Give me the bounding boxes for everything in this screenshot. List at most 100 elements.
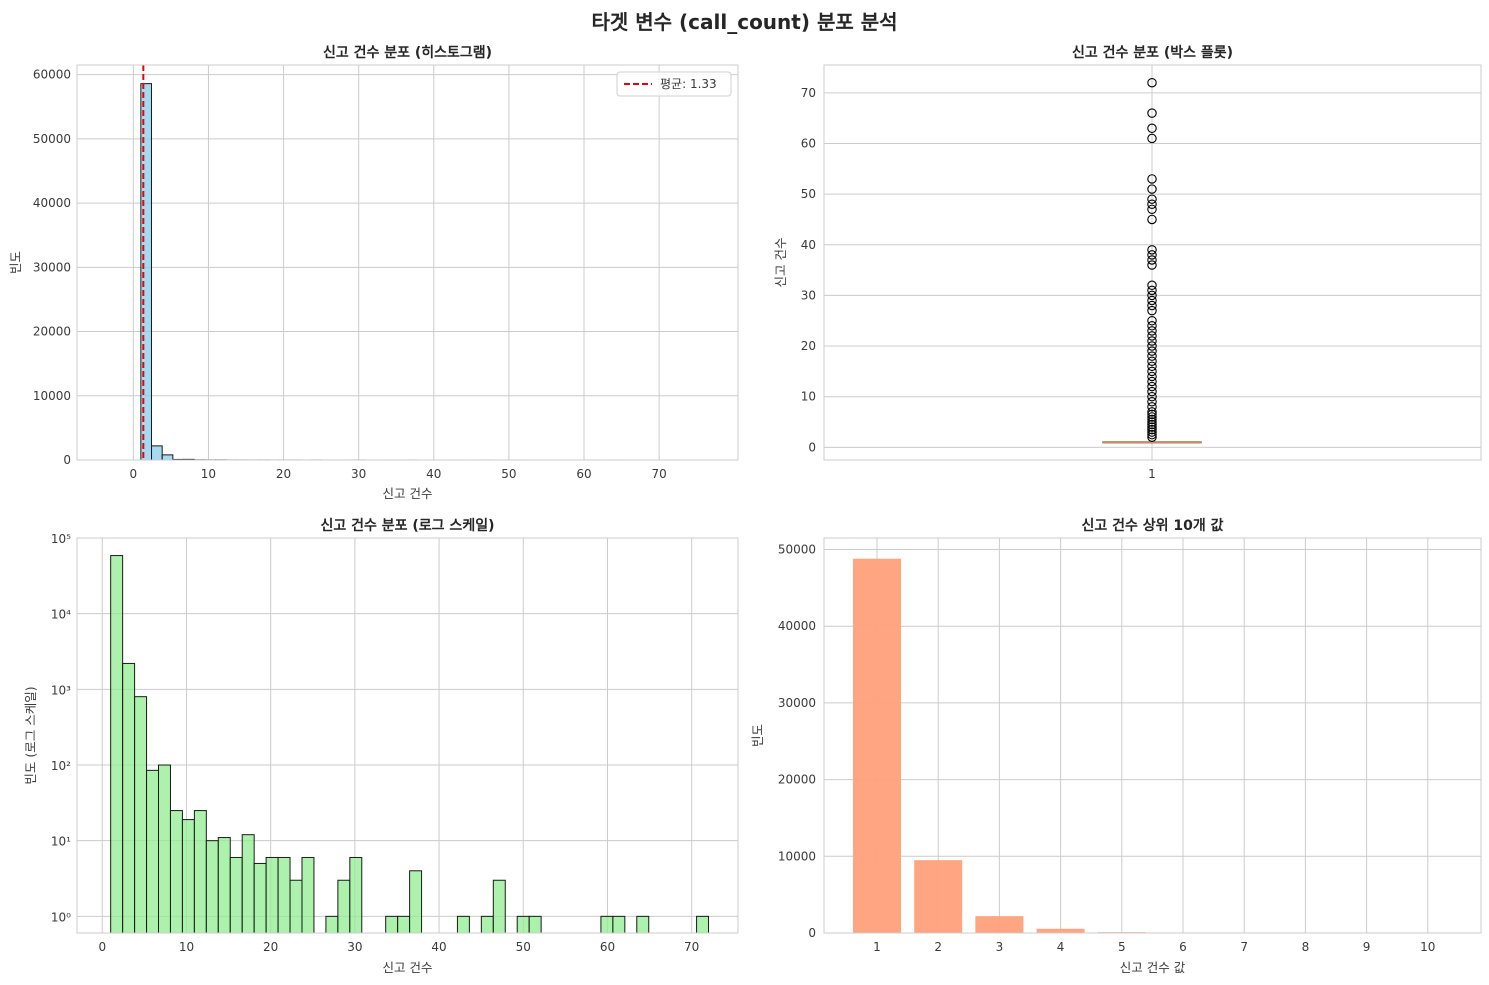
outlier-point — [1147, 108, 1157, 118]
outlier-point — [1147, 366, 1157, 377]
outlier-point — [1147, 376, 1157, 387]
outlier-point — [1147, 305, 1157, 316]
panel-title: 신고 건수 상위 10개 값 — [1081, 517, 1223, 534]
y-tick-label: 30000 — [33, 260, 71, 274]
y-tick-label: 10⁴ — [51, 608, 71, 622]
outlier-point — [1147, 346, 1157, 356]
outlier-point — [1147, 419, 1157, 430]
outlier-point — [1147, 290, 1157, 301]
histogram-bar — [385, 915, 399, 934]
histogram-bar — [325, 915, 339, 934]
histogram-bar — [289, 879, 303, 934]
x-tick-label: 30 — [347, 940, 362, 954]
plot-frame — [823, 64, 1482, 461]
histogram-bar — [146, 769, 160, 934]
y-axis-label: 빈도 — [8, 251, 23, 274]
x-tick-label: 50 — [516, 940, 531, 954]
x-tick-label: 5 — [1118, 940, 1126, 954]
histogram-bar — [265, 856, 279, 934]
histogram-bar — [169, 810, 183, 934]
outlier-point — [1147, 250, 1157, 260]
outlier-point — [1147, 381, 1157, 392]
x-tick-label: 1 — [1148, 467, 1156, 481]
outlier-point — [1147, 285, 1157, 296]
outlier-point — [1147, 429, 1157, 440]
x-tick-label: 10 — [179, 940, 194, 954]
y-tick-label: 20 — [801, 339, 816, 353]
outlier-point — [1147, 402, 1157, 412]
y-tick-label: 70 — [801, 86, 816, 100]
outlier-point — [1147, 326, 1157, 336]
histogram-bar — [193, 810, 207, 934]
y-axis-label: 빈도 — [750, 724, 765, 747]
y-tick-label: 60 — [801, 136, 816, 150]
histogram-bar — [151, 445, 163, 461]
outlier-point — [1147, 133, 1157, 144]
outlier-point — [1147, 427, 1157, 437]
y-tick-label: 40000 — [33, 196, 71, 210]
y-tick-label: 30 — [801, 288, 816, 302]
y-tick-label: 0 — [63, 453, 71, 467]
histogram-bar — [516, 915, 530, 934]
x-tick-label: 3 — [996, 940, 1004, 954]
y-tick-label: 10⁵ — [51, 532, 71, 546]
x-tick-label: 20 — [263, 940, 278, 954]
y-tick-label: 50000 — [778, 543, 816, 557]
x-axis-label: 신고 건수 — [383, 486, 433, 501]
outlier-point — [1147, 361, 1157, 372]
y-tick-label: 60000 — [33, 68, 71, 82]
histogram-panel: 0 10 20 30 40 50 60 70 0 10000 20000 30000 40000 5000… — [8, 44, 739, 501]
panel-title: 신고 건수 분포 (로그 스케일) — [321, 517, 495, 534]
y-axis-label: 신고 건수 — [773, 238, 788, 288]
x-tick-label: 60 — [576, 467, 591, 481]
outlier-point — [1147, 194, 1157, 204]
panel-title: 신고 건수 분포 (박스 플롯) — [1072, 44, 1233, 61]
histogram-bar — [241, 834, 255, 934]
bar — [1036, 928, 1085, 933]
histogram-bar — [158, 764, 171, 934]
histogram-bar — [612, 915, 626, 934]
x-tick-label: 8 — [1302, 940, 1310, 954]
bar — [853, 558, 901, 933]
outlier-point — [1147, 321, 1157, 331]
y-tick-label: 0 — [808, 926, 816, 940]
figure-title: 타겟 변수 (call_count) 분포 분석 — [591, 10, 898, 34]
y-tick-label: 40000 — [778, 619, 816, 633]
plot-frame — [76, 537, 739, 934]
histogram-bar — [253, 862, 267, 934]
outlier-point — [1147, 371, 1157, 382]
x-tick-label: 40 — [426, 467, 441, 481]
y-tick-label: 50000 — [33, 132, 71, 146]
y-tick-label: 10 — [801, 390, 816, 404]
outlier-point — [1147, 77, 1157, 88]
histogram-bar — [337, 879, 351, 934]
bar — [975, 916, 1024, 933]
outlier-point — [1147, 422, 1157, 432]
outlier-point — [1147, 300, 1157, 311]
outlier-point — [1147, 412, 1157, 422]
histogram-bar — [480, 915, 494, 934]
outlier-point — [1147, 123, 1157, 134]
y-tick-label: 10000 — [33, 389, 71, 403]
plot-frame — [823, 537, 1482, 934]
outlier-point — [1147, 407, 1157, 417]
outlier-point — [1147, 199, 1157, 210]
x-tick-label: 7 — [1240, 940, 1248, 954]
y-tick-label: 10¹ — [51, 835, 71, 849]
x-tick-label: 1 — [873, 940, 881, 954]
outlier-point — [1147, 214, 1157, 225]
y-tick-label: 40 — [801, 238, 816, 252]
bar — [914, 860, 963, 933]
x-tick-label: 0 — [130, 467, 138, 481]
histogram-bar — [409, 870, 423, 934]
outlier-point — [1147, 356, 1157, 366]
outlier-point — [1147, 341, 1157, 351]
histogram-bar — [205, 840, 219, 934]
histogram-bar — [161, 454, 174, 461]
y-tick-label: 50 — [801, 187, 816, 201]
histogram-bar — [349, 856, 363, 934]
y-tick-label: 10³ — [51, 683, 71, 697]
legend: 평균: 1.33 — [616, 71, 732, 97]
legend-label: 평균: 1.33 — [660, 77, 717, 91]
